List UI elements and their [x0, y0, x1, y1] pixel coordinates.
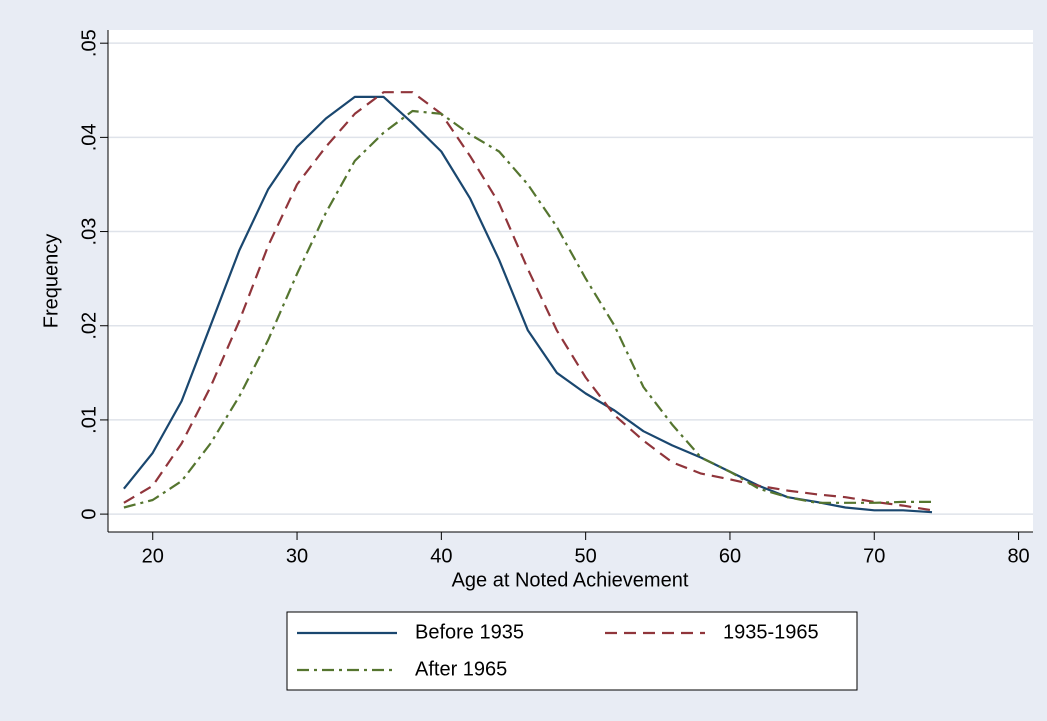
y-tick-label: 0: [78, 509, 100, 520]
x-tick-label: 30: [286, 545, 308, 567]
x-tick-label: 70: [863, 545, 885, 567]
legend-label: After 1965: [415, 658, 507, 680]
plot-area: [108, 30, 1033, 532]
y-tick-label: .01: [78, 406, 100, 434]
y-tick-label: .04: [78, 123, 100, 151]
legend-label: 1935-1965: [723, 621, 819, 643]
y-axis-label: Frequency: [40, 234, 62, 329]
y-tick-label: .03: [78, 218, 100, 246]
x-tick-label: 50: [575, 545, 597, 567]
legend-box: [286, 611, 858, 691]
legend-label: Before 1935: [415, 621, 524, 643]
x-tick-label: 40: [430, 545, 452, 567]
x-tick-label: 80: [1007, 545, 1029, 567]
x-tick-label: 20: [142, 545, 164, 567]
y-tick-label: .02: [78, 312, 100, 340]
x-tick-label: 60: [719, 545, 741, 567]
series-line: [123, 91, 933, 512]
series-line: [123, 109, 932, 509]
y-tick-label: .05: [78, 29, 100, 57]
x-axis-label: Age at Noted Achievement: [452, 569, 689, 591]
